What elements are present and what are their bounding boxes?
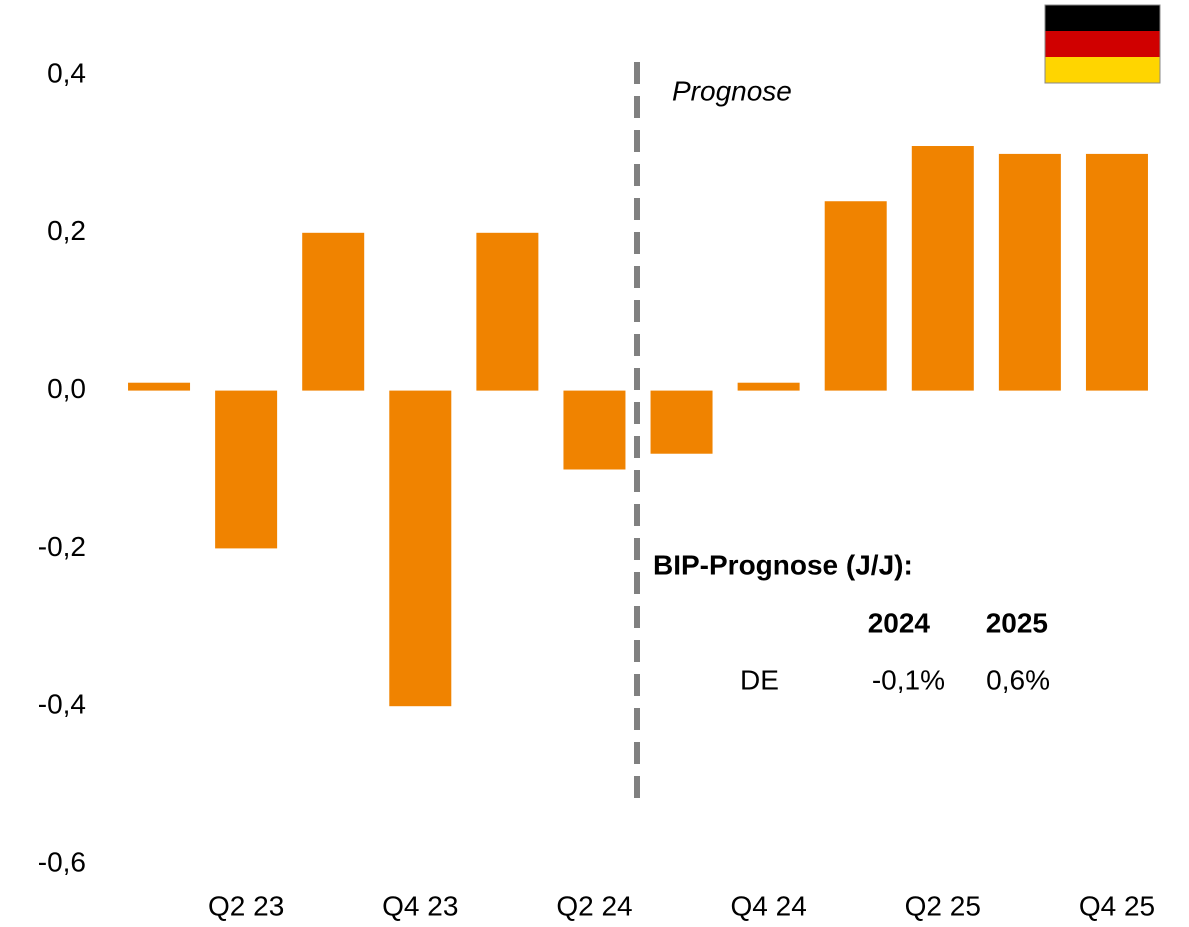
y-tick-label: 0,2 (47, 215, 86, 246)
bar (1085, 153, 1148, 391)
flag-black (1045, 5, 1160, 31)
bar (824, 201, 887, 391)
bar (215, 390, 278, 549)
bar (302, 232, 365, 391)
x-tick-label: Q2 23 (208, 890, 284, 921)
y-tick-label: -0,4 (38, 689, 86, 720)
y-tick-label: 0,4 (47, 57, 86, 88)
bar (389, 390, 452, 707)
table-column: 2025 (986, 607, 1048, 638)
bar (128, 382, 191, 391)
table-title: BIP-Prognose (J/J): (653, 549, 913, 580)
flag-border (1044, 4, 1161, 84)
bar (911, 146, 974, 391)
bar (563, 390, 626, 470)
annotation: Prognose (672, 75, 792, 106)
flag-red (1045, 31, 1160, 57)
table-row-label: DE (740, 664, 779, 695)
bar (650, 390, 713, 454)
bar (737, 382, 800, 391)
flag (1044, 4, 1161, 84)
table-cell: 0,6% (986, 664, 1050, 695)
x-tick-label: Q4 25 (1079, 890, 1155, 921)
x-tick-label: Q4 24 (730, 890, 806, 921)
bar (998, 153, 1061, 391)
table-cell: -0,1% (872, 664, 945, 695)
x-tick-label: Q2 24 (556, 890, 632, 921)
y-tick-label: 0,0 (47, 373, 86, 404)
x-tick-label: Q2 25 (905, 890, 981, 921)
flag-gold (1045, 57, 1160, 83)
y-tick-label: -0,2 (38, 531, 86, 562)
bar (476, 232, 539, 391)
table-column: 2024 (868, 607, 931, 638)
y-tick-label: -0,6 (38, 846, 86, 877)
x-tick-label: Q4 23 (382, 890, 458, 921)
